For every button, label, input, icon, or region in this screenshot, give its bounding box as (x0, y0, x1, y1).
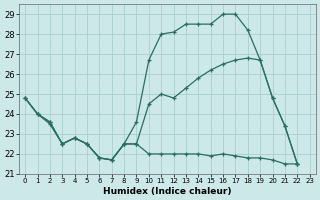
X-axis label: Humidex (Indice chaleur): Humidex (Indice chaleur) (103, 187, 232, 196)
